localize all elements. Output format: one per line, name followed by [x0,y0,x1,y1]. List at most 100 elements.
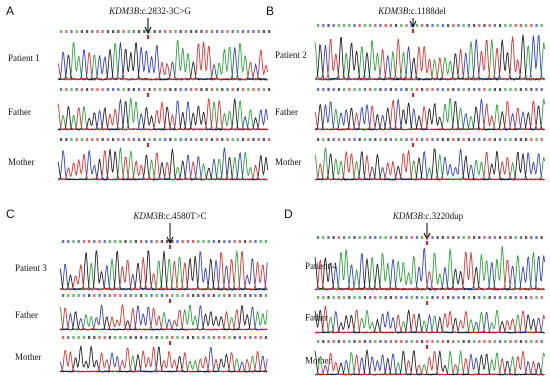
base-call [114,240,117,243]
base-call [353,296,356,299]
base-call [348,236,351,239]
base-call [262,138,265,141]
base-call [218,336,221,339]
base-call [467,24,470,27]
base-call [337,340,340,343]
base-call [467,138,470,141]
variant-name: :c.4580T>C [163,211,206,221]
row-label: Father [15,310,38,320]
base-call [363,88,366,91]
base-call [192,240,195,243]
base-call [160,336,163,339]
base-call [171,294,174,297]
base-call [379,88,382,91]
base-call [171,240,174,243]
base-call [410,340,413,343]
base-call [519,236,522,239]
base-call [179,88,182,91]
base-call [153,138,156,141]
base-call [519,24,522,27]
base-call [400,24,403,27]
base-call [181,336,184,339]
base-call [186,336,189,339]
variant-name: :c.1188del [408,6,446,16]
base-call [488,138,491,141]
base-call [499,88,502,91]
base-call [264,240,267,243]
base-call [509,236,512,239]
base-call [259,240,262,243]
variant-title: KDM3B:c.3220dup [392,211,464,221]
variant-marker [412,93,414,97]
base-call [233,240,236,243]
base-call [431,236,434,239]
base-call [452,296,455,299]
base-call [82,336,85,339]
base-call [158,88,161,91]
base-call [158,138,161,141]
base-call [164,30,167,33]
row-label: Father [275,107,298,117]
base-call [140,240,143,243]
base-call [395,138,398,141]
base-call [400,88,403,91]
base-call [86,138,89,141]
base-call [93,336,96,339]
base-call [96,88,99,91]
gene-name: KDM3B [392,211,423,221]
base-call [358,138,361,141]
base-call [200,30,203,33]
row-label: Mother [8,157,35,167]
base-call [499,296,502,299]
row-label: Patient 3 [15,263,47,273]
base-call [447,340,450,343]
base-call [112,88,115,91]
base-call [202,294,205,297]
base-call [400,138,403,141]
base-call [322,88,325,91]
base-call [190,138,193,141]
base-call [415,24,418,27]
base-call [190,88,193,91]
base-call [358,296,361,299]
base-call [400,296,403,299]
base-call [473,88,476,91]
base-call [348,296,351,299]
chromatogram-trace [57,98,268,131]
base-call [519,340,522,343]
base-call [216,138,219,141]
base-call [138,88,141,91]
base-call [457,138,460,141]
row-label: Patient 1 [8,53,40,63]
base-call [369,138,372,141]
base-call [431,88,434,91]
base-call [221,88,224,91]
base-call [129,294,132,297]
row-label: Patient 2 [275,50,307,60]
variant-marker [169,341,171,345]
chromatogram-trace [314,251,545,291]
base-call [343,296,346,299]
base-call [190,30,193,33]
chromatogram-trace [57,98,268,131]
base-call [322,236,325,239]
base-call [166,240,169,243]
base-call [317,340,320,343]
base-call [379,340,382,343]
base-call [452,236,455,239]
base-call [499,138,502,141]
chromatogram-trace [59,304,268,331]
base-call [467,236,470,239]
base-call [221,138,224,141]
base-call [119,294,122,297]
base-call [132,30,135,33]
base-call [530,88,533,91]
base-call [127,30,130,33]
base-call [441,88,444,91]
base-call [244,240,247,243]
base-call [91,30,94,33]
row-label: Mother [305,356,332,366]
base-call [60,30,63,33]
base-call [238,294,241,297]
variant-marker [169,299,171,303]
